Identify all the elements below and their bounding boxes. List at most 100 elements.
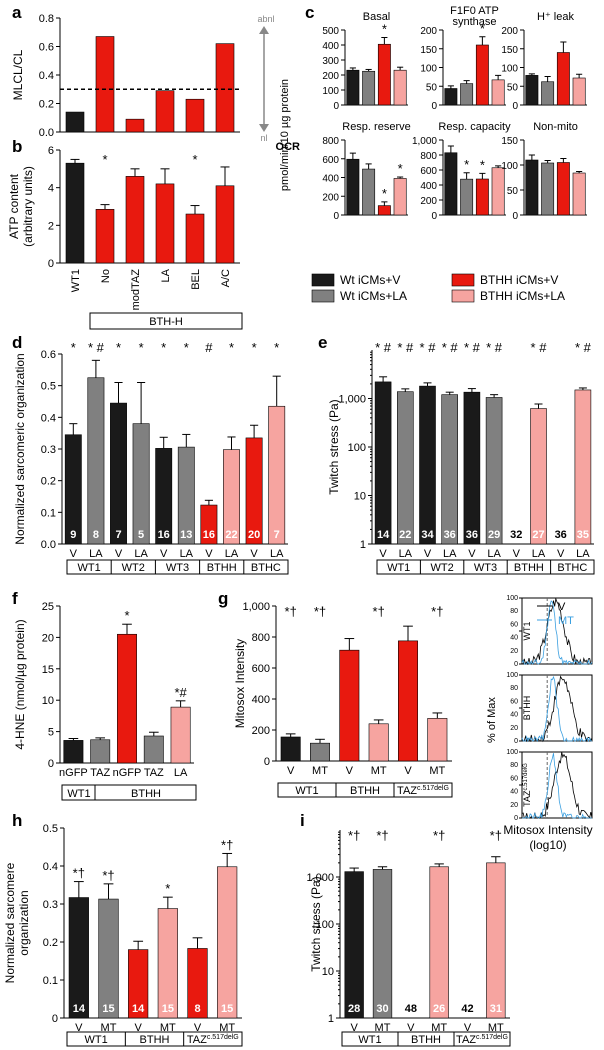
bar-g [280,736,301,762]
histogram-frame-1 [521,674,593,742]
legend-label-c: BTHH iCMs+LA [480,289,565,303]
bar-e [485,397,503,545]
n-label-d: 9 [70,529,76,541]
sig-mark-b: * [192,152,197,167]
y-tick-label-c3: 800 [322,136,339,147]
sig-mark-d: * [161,340,166,355]
bar-f [170,706,191,764]
hist-tick-label: 80 [510,608,518,615]
hist-curve-mt-2 [522,753,592,819]
group-label-d: WT1 [77,562,100,574]
bar-c2 [541,81,555,106]
bar-f [143,735,164,764]
sig-mark-e: * # [464,340,481,355]
hist-tick-label: 20 [510,648,518,655]
sig-mark-e: * # [531,340,548,355]
group-box-f [61,784,197,801]
n-label-h: 15 [221,1003,233,1015]
n-label-i: 26 [433,1003,445,1015]
y-tick-label-i: 10 [322,966,334,978]
y-axis-label-c: OCR [276,141,301,153]
x-axis-label-g2: Mitosox Intensity [503,823,592,837]
group-label-f: WT1 [67,788,90,800]
y-tick-label-g: 800 [252,632,270,644]
n-label-e: 36 [466,529,478,541]
n-label-d: 22 [225,529,237,541]
x-label-i: MT [431,1022,447,1034]
hist-tick-label: 0 [514,738,518,745]
sig-mark-h: *† [221,837,233,852]
group-label-e: BTHC [557,562,587,574]
x-label-i: V [407,1022,415,1034]
subplot-title-c: Basal [363,11,391,23]
x-label-d: V [160,548,168,560]
bar-c4 [475,178,489,216]
y-axis-label2-c: pmol/min/10 µg protein [279,79,291,191]
bar-a [125,118,145,133]
y-axis-label-b: ATP content [7,173,21,239]
sig-mark-g: *† [373,604,385,619]
bar-a [185,98,205,133]
hist-tick-label: 60 [510,698,518,705]
x-label-e: V [379,548,387,560]
bar-f [90,739,111,764]
subplot-title-c: Resp. reserve [342,121,410,133]
x-label-b: WT1 [70,269,82,292]
y-tick-label-d: 0.1 [41,507,56,519]
y-tick-label-c1: 200 [420,26,437,37]
panel-letter-b: b [12,137,22,156]
y-tick-label-c2: 200 [501,26,518,37]
n-label-e: 14 [377,529,390,541]
hist-tick-label: 40 [510,789,518,796]
y-tick-label-c2: 150 [501,45,518,56]
group-label-e: WT1 [387,562,410,574]
x-label-i: V [350,1022,358,1034]
y-tick-label-g: 200 [252,725,270,737]
x-label-f: nGFP [113,767,142,779]
sig-mark-i: *† [348,828,360,843]
bar-c5 [556,162,570,216]
y-tick-label-d: 0.3 [41,444,56,456]
x-label-d: LA [134,548,148,560]
bar-c1 [491,79,505,106]
n-label-e: 35 [577,529,589,541]
sig-mark-c3: * [382,186,387,201]
sig-mark-h: * [165,881,170,896]
group-label-h: BTHH [140,1034,170,1046]
sig-mark-c3: * [398,161,403,176]
x-label-e: LA [576,548,590,560]
x-label-g: V [346,765,354,777]
sig-mark-h: *† [73,866,85,881]
y-axis-label-f: 4-HNE (nmol/µg protein) [13,619,27,749]
sig-mark-d: * # [88,340,105,355]
legend-label-g2: V [558,601,566,613]
y-tick-label-f: 25 [42,601,54,613]
n-label-d: 16 [158,529,170,541]
y-tick-label-c4: 800 [420,151,437,162]
y-axis-label-g2: % of Max [486,697,498,743]
legend-swatch-c [311,273,335,287]
legend-label-c: Wt iCMs+LA [340,289,407,303]
x-label-e: LA [399,548,413,560]
y-axis-label2-h: organization [17,890,31,955]
y-axis-label-h: Normalized sarcomere [3,862,17,983]
bar-a [215,43,235,133]
n-label-e: 27 [532,529,544,541]
panel-letter-f: f [12,589,18,608]
n-label-i: 31 [490,1003,502,1015]
y-tick-label-c0: 300 [322,56,339,67]
y-axis-label-g: Mitosox Intensity [233,639,247,728]
bar-f [117,633,137,764]
y-tick-label-c3: 0 [333,211,339,222]
y-tick-label-f: 20 [42,632,54,644]
sig-mark-f: *# [174,685,187,700]
sig-mark-d: * [71,340,76,355]
y-axis-label-d: Normalized sarcomeric organization [13,353,27,544]
n-label-i: 28 [348,1003,360,1015]
hist-tick-label: 100 [506,672,518,679]
hist-panel-label-0: WT1 [522,622,532,641]
sig-mark-d: # [205,340,213,355]
y-tick-label-f: 10 [42,695,54,707]
sig-mark-d: * [184,340,189,355]
y-tick-label-d: 0.5 [41,381,56,393]
